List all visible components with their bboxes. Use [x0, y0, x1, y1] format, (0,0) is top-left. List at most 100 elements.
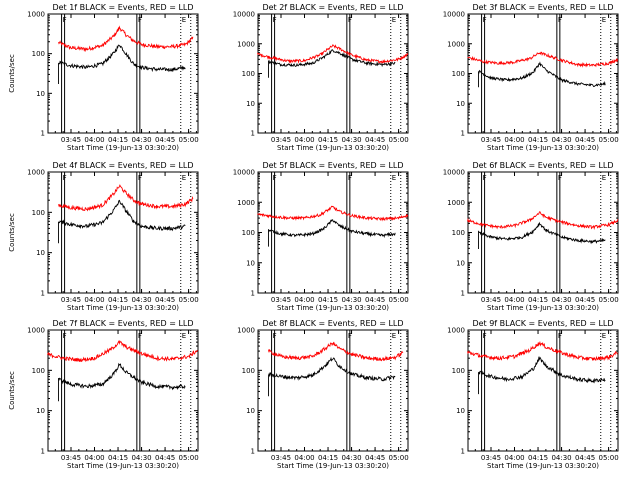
x-tick-label: 04:30	[341, 454, 361, 462]
marker-label: E	[602, 16, 606, 24]
series-line-events	[58, 362, 186, 402]
x-tick-label: 04:15	[318, 454, 338, 462]
marker-label: F	[138, 332, 142, 340]
y-tick-label: 100	[242, 367, 255, 375]
panel-title: Det 3f BLACK = Events, RED = LLD	[472, 3, 613, 12]
x-tick-label: 05:00	[598, 136, 618, 144]
x-axis-label: Start Time (19-Jun-13 03:30:20)	[67, 462, 179, 470]
series-line-events	[268, 356, 396, 397]
y-axis-label: Counts/sec	[8, 54, 16, 93]
y-tick-label: 100	[452, 367, 465, 375]
x-tick-label: 04:45	[155, 136, 175, 144]
marker-label: F	[348, 16, 352, 24]
panel-6: Det 6f BLACK = Events, RED = LLD 1 10 100 10…	[443, 161, 619, 312]
panel-7: Det 7f BLACK = Events, RED = LLD 1 10 100 10…	[8, 319, 199, 470]
plot-frame	[47, 329, 199, 452]
y-tick-label: 1	[461, 290, 465, 298]
x-tick-label: 05:00	[598, 296, 618, 304]
y-tick-label: 1	[251, 448, 255, 456]
x-tick-label: 05:00	[178, 454, 198, 462]
y-tick-label: 1000	[447, 40, 465, 48]
y-tick-label: 1	[251, 290, 255, 298]
panel-2: Det 2f BLACK = Events, RED = LLD 1 10 100 10…	[233, 3, 409, 152]
y-tick-label: 10	[456, 100, 465, 108]
marker-label: F	[558, 174, 562, 182]
marker-label: F	[558, 332, 562, 340]
plot-frame	[467, 329, 619, 452]
x-tick-label: 03:45	[271, 296, 291, 304]
panel-8: Det 8f BLACK = Events, RED = LLD 1 10 100 10…	[237, 319, 409, 470]
x-tick-label: 04:00	[84, 136, 104, 144]
y-tick-label: 10000	[443, 169, 465, 177]
y-tick-label: 10	[246, 407, 255, 415]
x-tick-label: 05:00	[178, 296, 198, 304]
y-tick-label: 100	[452, 70, 465, 78]
marker-label: F	[63, 174, 67, 182]
x-tick-label: 04:00	[504, 454, 524, 462]
x-tick-label: 04:15	[108, 296, 128, 304]
x-tick-label: 05:00	[388, 454, 408, 462]
y-tick-label: 1	[41, 290, 45, 298]
plot-frame	[257, 13, 409, 134]
y-tick-label: 1000	[237, 40, 255, 48]
y-tick-label: 100	[242, 229, 255, 237]
series-line-events	[268, 219, 396, 247]
plot-frame	[257, 329, 409, 452]
x-tick-label: 04:00	[504, 136, 524, 144]
x-tick-label: 03:45	[61, 454, 81, 462]
series-line-events	[268, 49, 396, 78]
series-line-lld	[47, 340, 198, 363]
x-tick-label: 04:00	[294, 296, 314, 304]
marker-label: F	[273, 332, 277, 340]
x-tick-label: 04:00	[84, 454, 104, 462]
y-tick-label: 10	[246, 100, 255, 108]
x-axis-label: Start Time (19-Jun-13 03:30:20)	[67, 144, 179, 152]
x-tick-label: 04:00	[84, 296, 104, 304]
x-tick-label: 04:45	[365, 296, 385, 304]
y-tick-label: 10	[246, 259, 255, 267]
series-line-lld	[257, 44, 409, 64]
y-tick-label: 10	[456, 259, 465, 267]
panel-title: Det 7f BLACK = Events, RED = LLD	[52, 319, 193, 328]
x-tick-label: 04:15	[108, 454, 128, 462]
plot-frame	[467, 171, 619, 294]
x-tick-label: 04:30	[551, 136, 571, 144]
x-axis-label: Start Time (19-Jun-13 03:30:20)	[487, 144, 599, 152]
series-line-events	[478, 356, 606, 395]
y-tick-label: 10000	[233, 169, 255, 177]
x-tick-label: 04:30	[341, 296, 361, 304]
series-line-lld	[467, 51, 619, 68]
x-tick-label: 04:30	[131, 136, 151, 144]
x-tick-label: 04:15	[528, 454, 548, 462]
x-tick-label: 03:45	[481, 454, 501, 462]
y-tick-label: 1000	[447, 327, 465, 335]
series-line-lld	[268, 341, 404, 362]
x-tick-label: 04:15	[318, 296, 338, 304]
panel-title: Det 5f BLACK = Events, RED = LLD	[262, 161, 403, 170]
y-tick-label: 1000	[27, 169, 45, 177]
y-tick-label: 1000	[27, 327, 45, 335]
marker-label: E	[182, 332, 186, 340]
x-tick-label: 05:00	[388, 296, 408, 304]
x-tick-label: 04:15	[528, 136, 548, 144]
y-tick-label: 100	[32, 367, 45, 375]
x-tick-label: 04:30	[131, 454, 151, 462]
y-tick-label: 10	[36, 249, 45, 257]
x-tick-label: 03:45	[61, 136, 81, 144]
marker-label: E	[602, 174, 606, 182]
plot-frame	[467, 13, 619, 134]
y-tick-label: 10000	[443, 11, 465, 19]
x-tick-label: 04:30	[551, 454, 571, 462]
x-tick-label: 04:15	[528, 296, 548, 304]
x-tick-label: 04:45	[155, 454, 175, 462]
marker-label: F	[348, 332, 352, 340]
y-tick-label: 1	[461, 130, 465, 138]
x-tick-label: 04:30	[341, 136, 361, 144]
y-tick-label: 1000	[237, 199, 255, 207]
marker-label: E	[392, 174, 396, 182]
x-tick-label: 04:00	[504, 296, 524, 304]
panel-4: Det 4f BLACK = Events, RED = LLD 1 10 100 10…	[8, 161, 199, 312]
marker-label: F	[273, 174, 277, 182]
x-tick-label: 05:00	[178, 136, 198, 144]
y-tick-label: 1	[41, 448, 45, 456]
